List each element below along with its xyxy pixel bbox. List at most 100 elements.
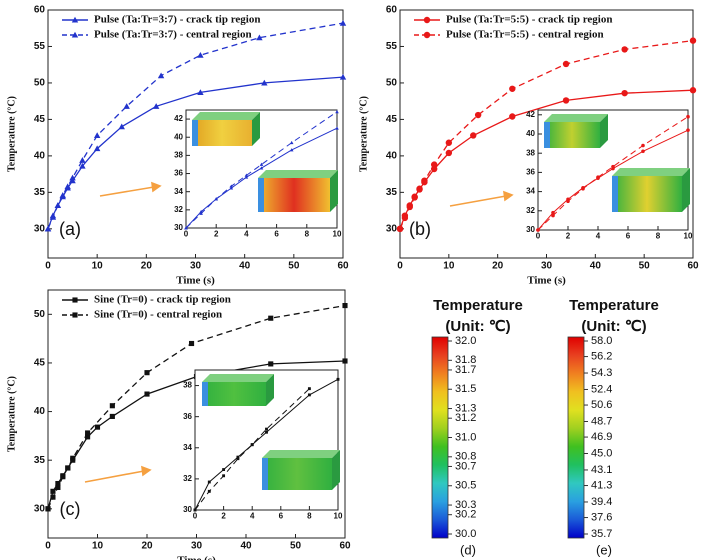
y-tick-label: 50: [386, 78, 398, 89]
x-tick-label: 30: [191, 541, 203, 552]
marker: [307, 393, 311, 397]
block-top: [202, 374, 274, 382]
block-cap: [262, 458, 268, 490]
x-tick-label: 6: [279, 512, 284, 521]
block-side: [682, 168, 690, 212]
x-tick-label: 10: [92, 541, 104, 552]
marker: [49, 213, 57, 220]
arrow-head: [141, 465, 152, 477]
x-tick-label: 4: [596, 232, 601, 241]
colorbar-tick-label: 46.9: [591, 431, 612, 443]
block-top: [258, 170, 338, 178]
marker: [536, 228, 540, 232]
y-tick-label: 30: [34, 223, 46, 234]
marker: [509, 85, 516, 92]
y-tick-label: 32: [526, 206, 535, 215]
marker: [197, 52, 204, 58]
y-tick-label: 45: [34, 358, 46, 369]
marker: [259, 162, 264, 166]
colorbar-tick-label: 39.4: [591, 496, 612, 508]
colorbar: [567, 336, 585, 539]
y-tick-label: 40: [34, 151, 46, 162]
marker: [207, 489, 211, 493]
colorbar-tick-label: 52.4: [591, 383, 612, 395]
colorbar-tick-label: 30.0: [455, 528, 476, 540]
block-cap: [192, 120, 198, 146]
marker: [641, 143, 645, 148]
y-tick-label: 45: [34, 114, 46, 125]
x-tick-label: 60: [339, 541, 351, 552]
block-side: [266, 374, 274, 406]
x-axis-label: Time (s): [176, 275, 215, 287]
x-tick-label: 8: [656, 232, 661, 241]
y-tick-label: 34: [174, 187, 183, 196]
arrow-head: [503, 190, 514, 202]
x-tick-label: 40: [239, 261, 251, 272]
x-tick-label: 0: [45, 261, 51, 272]
marker: [401, 214, 409, 222]
marker: [72, 297, 78, 303]
marker: [342, 303, 348, 309]
marker: [336, 377, 340, 381]
x-tick-label: 8: [305, 230, 310, 239]
marker: [268, 315, 274, 321]
marker: [72, 312, 78, 318]
y-tick-label: 36: [526, 168, 535, 177]
marker: [581, 186, 585, 191]
marker: [689, 37, 697, 44]
marker: [562, 60, 570, 68]
y-tick-label: 60: [386, 5, 398, 16]
legend-label: Pulse (Ta:Tr=5:5) - central region: [446, 29, 604, 41]
block-side: [332, 450, 340, 490]
marker: [85, 434, 91, 440]
marker: [686, 114, 690, 119]
marker: [70, 455, 76, 461]
marker: [64, 183, 71, 190]
block-top: [192, 112, 260, 120]
block-cap: [202, 382, 208, 406]
x-tick-label: 6: [626, 232, 631, 241]
marker: [244, 175, 249, 179]
colorbar-tick-label: 54.3: [591, 367, 612, 379]
x-tick-label: 10: [92, 261, 104, 272]
y-tick-label: 35: [386, 187, 398, 198]
y-tick-label: 34: [183, 443, 192, 452]
panel-label: (e): [596, 542, 612, 557]
x-tick-label: 4: [244, 230, 249, 239]
colorbar-title: Temperature: [569, 297, 659, 314]
colorbar-tick-label: 43.1: [591, 464, 612, 476]
y-tick-label: 55: [386, 41, 398, 52]
series-line: [185, 111, 338, 229]
colorbar-tick-label: 31.7: [455, 364, 476, 376]
marker: [689, 87, 697, 94]
colorbar-tick-label: 56.2: [591, 350, 612, 362]
colorbar-title: Temperature: [433, 297, 523, 314]
marker: [551, 213, 555, 218]
x-tick-label: 10: [443, 261, 455, 272]
y-tick-label: 32: [174, 205, 183, 214]
panel-label: (d): [460, 542, 476, 557]
legend-label: Pulse (Ta:Tr=3:7) - crack tip region: [94, 14, 260, 26]
block-front: [612, 176, 682, 212]
colorbar-tick-label: 31.3: [455, 402, 476, 414]
block-front: [202, 382, 266, 406]
y-tick-label: 42: [526, 110, 535, 119]
series-line: [185, 127, 338, 229]
y-tick-label: 40: [34, 406, 46, 417]
marker: [566, 199, 570, 203]
marker: [193, 508, 197, 512]
marker: [152, 103, 160, 109]
marker: [85, 430, 91, 436]
marker: [188, 340, 195, 347]
marker: [236, 457, 240, 461]
y-tick-label: 30: [526, 225, 535, 234]
y-tick-label: 34: [526, 187, 535, 196]
y-axis-label: Temperature (°C): [6, 376, 17, 452]
y-tick-label: 40: [526, 129, 535, 138]
marker: [335, 110, 339, 114]
y-tick-label: 35: [34, 455, 46, 466]
marker: [411, 194, 418, 201]
y-tick-label: 38: [526, 148, 535, 157]
arrow: [84, 470, 145, 483]
y-axis-label: Temperature (°C): [6, 96, 17, 172]
